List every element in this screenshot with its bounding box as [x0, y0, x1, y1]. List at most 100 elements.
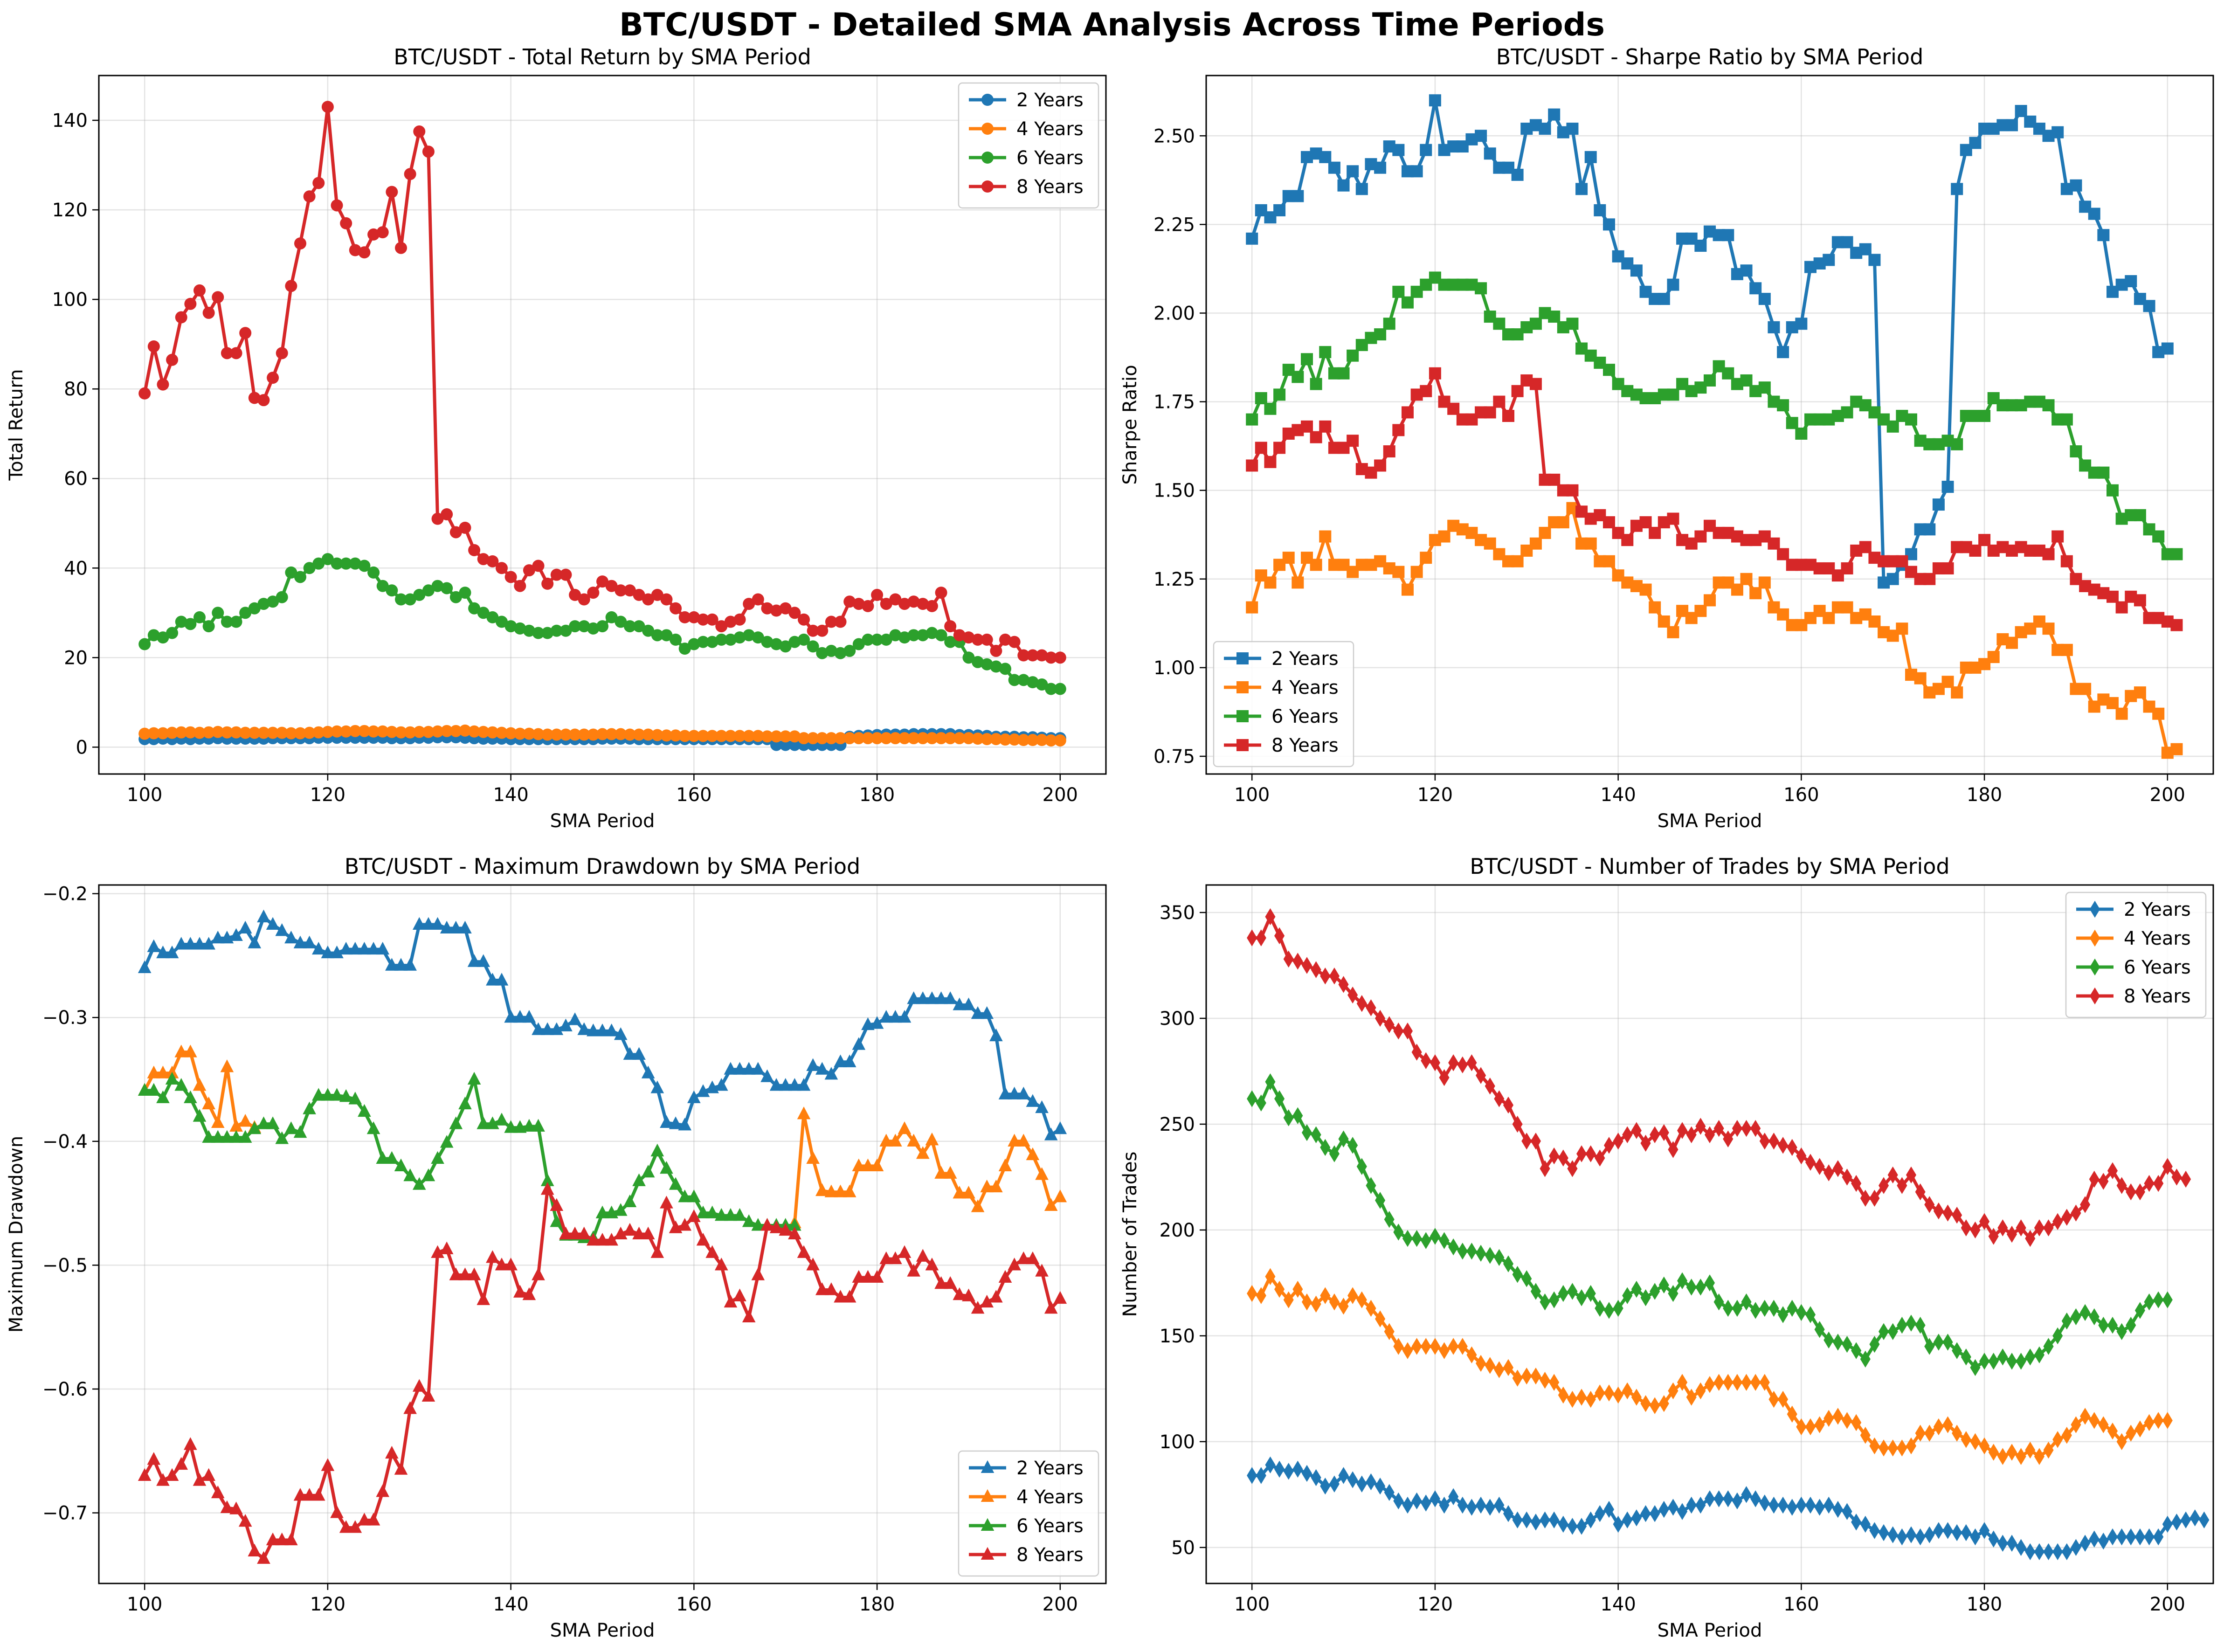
- data-point: [1741, 1293, 1752, 1311]
- data-point: [760, 1069, 774, 1082]
- data-point: [339, 1520, 353, 1533]
- data-point: [852, 1158, 866, 1171]
- data-point: [871, 633, 884, 646]
- data-point: [943, 991, 957, 1004]
- data-point: [248, 602, 261, 615]
- data-point: [1668, 1499, 1678, 1516]
- y-tick-label: 60: [64, 468, 88, 490]
- legend-item-4-years: 4 Years: [2076, 928, 2191, 949]
- data-point: [513, 1009, 527, 1023]
- data-point: [953, 1287, 967, 1300]
- data-point: [989, 1028, 1003, 1042]
- data-point: [770, 730, 783, 743]
- data-point: [421, 1389, 435, 1402]
- data-point: [2088, 207, 2100, 220]
- subplot-title: BTC/USDT - Sharpe Ratio by SMA Period: [1496, 44, 1924, 69]
- data-point: [504, 620, 517, 633]
- data-point: [1035, 1264, 1049, 1277]
- data-point: [311, 941, 325, 955]
- data-point: [1897, 1528, 1907, 1546]
- data-point: [1631, 1389, 1642, 1406]
- data-point: [540, 1182, 554, 1195]
- data-point: [1282, 552, 1295, 564]
- data-point: [898, 598, 911, 610]
- data-point: [1677, 1272, 1688, 1290]
- data-point: [276, 347, 288, 359]
- data-point: [788, 1218, 801, 1231]
- data-point: [1851, 1342, 1862, 1359]
- data-point: [651, 629, 663, 642]
- data-point: [1273, 204, 1286, 216]
- data-point: [2006, 1353, 2017, 1370]
- data-point: [2042, 548, 2055, 560]
- data-point: [496, 562, 508, 574]
- data-point: [1503, 1255, 1514, 1272]
- data-point: [385, 958, 399, 971]
- data-point: [862, 600, 874, 612]
- data-point: [1320, 1139, 1331, 1156]
- data-point: [962, 1186, 975, 1199]
- data-point: [1879, 1439, 1889, 1457]
- data-point: [1549, 1147, 1560, 1165]
- data-point: [477, 553, 490, 566]
- data-point: [1274, 1090, 1285, 1107]
- data-point: [293, 1488, 307, 1501]
- data-point: [733, 730, 746, 742]
- x-tick-label: 120: [310, 784, 345, 806]
- y-tick-label: −0.7: [42, 1503, 88, 1524]
- data-point: [1860, 1515, 1871, 1533]
- data-point: [449, 526, 462, 539]
- data-point: [687, 1090, 701, 1103]
- data-point: [394, 958, 408, 971]
- data-point: [1650, 1126, 1660, 1143]
- data-point: [421, 917, 435, 930]
- data-point: [477, 1116, 490, 1129]
- data-point: [1493, 318, 1506, 330]
- data-point: [422, 145, 435, 158]
- data-point: [1695, 1382, 1706, 1400]
- data-point: [962, 1288, 975, 1301]
- data-point: [513, 1285, 527, 1298]
- legend-label: 4 Years: [1016, 118, 1084, 140]
- data-point: [934, 991, 948, 1004]
- data-point: [386, 584, 398, 597]
- y-tick-label: 1.00: [1153, 657, 1195, 679]
- data-point: [880, 598, 892, 610]
- data-point: [743, 598, 755, 610]
- data-point: [1924, 1196, 1935, 1213]
- data-point: [1264, 402, 1277, 415]
- data-point: [1283, 1463, 1294, 1480]
- data-point: [1594, 204, 1606, 216]
- data-point: [1366, 1177, 1376, 1194]
- series-2-years: [1246, 94, 2174, 589]
- data-point: [816, 647, 829, 659]
- data-point: [1970, 1221, 1981, 1239]
- data-point: [752, 631, 764, 644]
- data-point: [184, 1090, 197, 1103]
- data-point: [202, 1096, 215, 1110]
- data-point: [412, 917, 426, 930]
- data-point: [980, 1006, 994, 1019]
- data-point: [1887, 1166, 1898, 1184]
- data-point: [2052, 1543, 2063, 1561]
- data-point: [2107, 1316, 2118, 1334]
- legend-marker: [981, 1518, 995, 1531]
- data-point: [1869, 1189, 1880, 1207]
- data-point: [1264, 576, 1277, 589]
- data-point: [907, 1264, 920, 1277]
- data-point: [540, 1173, 554, 1186]
- legend-label: 8 Years: [1271, 735, 1339, 756]
- data-point: [2006, 119, 2018, 131]
- data-point: [1869, 1522, 1880, 1539]
- data-point: [1758, 576, 1771, 589]
- data-point: [221, 726, 233, 739]
- data-point: [1420, 552, 1432, 564]
- subplot-title: BTC/USDT - Total Return by SMA Period: [394, 44, 811, 69]
- data-point: [1402, 406, 1414, 419]
- data-point: [2080, 1304, 2091, 1321]
- data-point: [1841, 562, 1853, 574]
- data-point: [1723, 1374, 1734, 1391]
- data-point: [532, 560, 545, 572]
- data-point: [2025, 1230, 2036, 1247]
- data-point: [697, 613, 709, 626]
